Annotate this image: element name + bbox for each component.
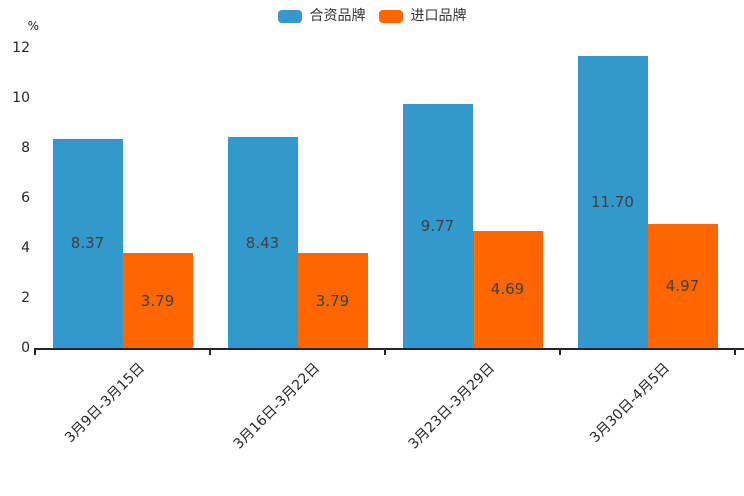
- x-axis-line: [35, 348, 744, 350]
- y-tick-label: 6: [21, 190, 30, 206]
- legend-swatch-blue-icon: [277, 9, 302, 23]
- bar-value-label: 4.69: [490, 280, 525, 299]
- x-tick-label: 3月16日-3月22日: [230, 360, 323, 453]
- y-tick-label: 10: [12, 90, 30, 106]
- x-tick-label: 3月9日-3月15日: [61, 360, 148, 447]
- x-axis-tick: [734, 348, 736, 355]
- bar-import-brand: 3.79: [297, 253, 368, 348]
- bar-import-brand: 4.97: [647, 223, 718, 348]
- legend: 合资品牌 进口品牌: [0, 7, 744, 25]
- x-axis-tick: [34, 348, 36, 355]
- y-tick-label: 4: [21, 240, 30, 256]
- legend-label-joint-venture-brand: 合资品牌: [309, 8, 366, 24]
- x-tick-label: 3月30日-4月5日: [586, 360, 673, 447]
- bar-joint-venture-brand: 9.77: [402, 103, 473, 348]
- x-axis-tick: [209, 348, 211, 355]
- legend-item-joint-venture-brand[interactable]: 合资品牌: [277, 7, 366, 25]
- bar-value-label: 3.79: [140, 291, 175, 310]
- x-axis-tick: [559, 348, 561, 355]
- bar-import-brand: 3.79: [122, 253, 193, 348]
- bar-import-brand: 4.69: [472, 230, 543, 348]
- bar-value-label: 9.77: [420, 216, 455, 235]
- bar-value-label: 8.37: [70, 234, 105, 253]
- bar-joint-venture-brand: 11.70: [577, 55, 648, 348]
- bar-joint-venture-brand: 8.37: [52, 138, 123, 348]
- y-axis-unit-label: %: [27, 19, 39, 33]
- x-tick-label: 3月23日-3月29日: [405, 360, 498, 453]
- bar-value-label: 11.70: [591, 192, 634, 211]
- y-tick-label: 2: [21, 290, 30, 306]
- x-axis-tick: [384, 348, 386, 355]
- bar-value-label: 4.97: [665, 276, 700, 295]
- bar-joint-venture-brand: 8.43: [227, 137, 298, 348]
- y-tick-label: 12: [12, 40, 30, 56]
- y-tick-label: 0: [21, 340, 30, 356]
- legend-item-import-brand[interactable]: 进口品牌: [378, 7, 467, 25]
- legend-swatch-orange-icon: [378, 9, 403, 23]
- bar-value-label: 3.79: [315, 291, 350, 310]
- bar-value-label: 8.43: [245, 233, 280, 252]
- y-tick-label: 8: [21, 140, 30, 156]
- legend-label-import-brand: 进口品牌: [410, 8, 467, 24]
